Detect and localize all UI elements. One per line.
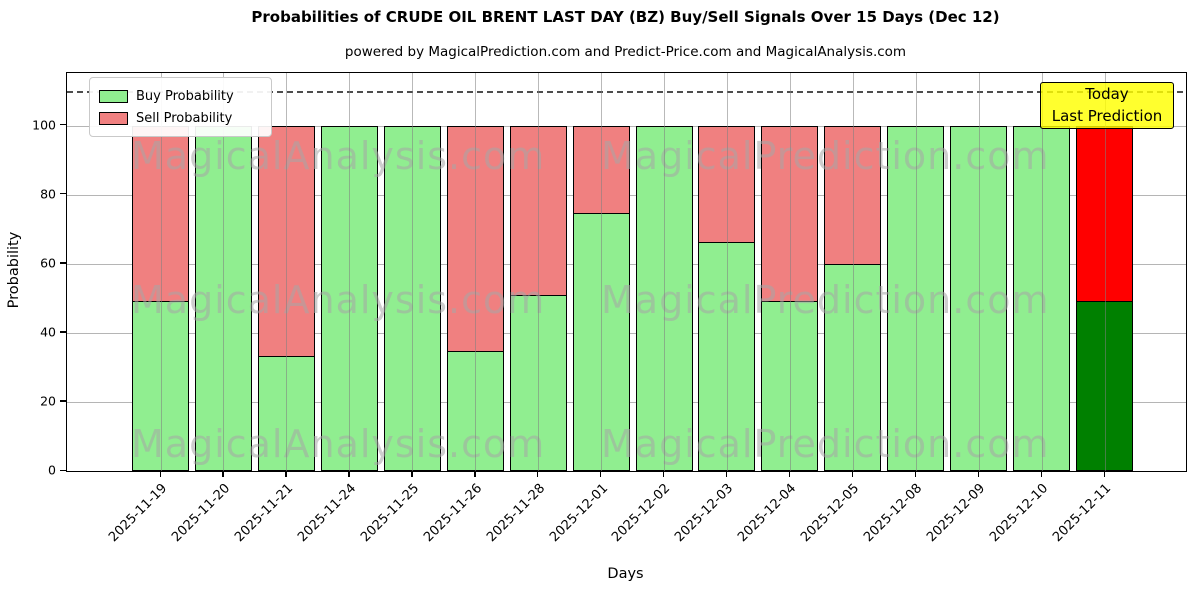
today-annotation-line2: Last Prediction	[1051, 106, 1163, 125]
legend-item-sell: Sell Probability	[99, 107, 261, 129]
legend-item-buy: Buy Probability	[99, 85, 261, 107]
x-tick-label: 2025-12-02	[609, 481, 674, 546]
watermark-analysis: MagicalAnalysis.com	[131, 134, 546, 178]
dashed-guide-line	[67, 90, 1186, 93]
v-gridline	[789, 73, 791, 471]
x-tick-mark	[600, 471, 602, 477]
today-annotation-line1: Today	[1085, 84, 1129, 103]
chart-subtitle: powered by MagicalPrediction.com and Pre…	[344, 44, 907, 60]
v-gridline	[160, 73, 162, 471]
y-tick-label: 100	[32, 117, 56, 132]
v-gridline	[223, 73, 225, 471]
legend-label: Sell Probability	[136, 110, 233, 126]
x-tick-label: 2025-11-21	[231, 481, 297, 546]
v-gridline	[1041, 73, 1043, 471]
y-tick-mark	[60, 400, 66, 402]
watermark-prediction: MagicalPrediction.com	[601, 278, 1050, 322]
v-gridline	[852, 73, 854, 471]
x-tick-mark	[474, 471, 476, 477]
x-tick-label: 2025-12-11	[1050, 481, 1115, 546]
watermark-analysis: MagicalAnalysis.com	[131, 422, 546, 466]
v-gridline	[475, 73, 477, 471]
v-gridline	[726, 73, 728, 471]
x-tick-mark	[285, 471, 287, 477]
x-tick-mark	[537, 471, 539, 477]
y-tick-mark	[60, 331, 66, 333]
x-tick-label: 2025-11-19	[106, 481, 171, 546]
sell-swatch-icon	[99, 111, 128, 125]
v-gridline	[601, 73, 603, 471]
x-axis-title: Days	[607, 566, 644, 582]
x-tick-label: 2025-12-10	[987, 481, 1052, 546]
x-tick-mark	[348, 471, 350, 477]
v-gridline	[412, 73, 414, 471]
chart-title: Probabilities of CRUDE OIL BRENT LAST DA…	[251, 8, 1000, 26]
legend: Buy Probability Sell Probability	[89, 77, 272, 137]
x-tick-mark	[1103, 471, 1105, 477]
y-tick-label: 0	[48, 462, 56, 478]
x-tick-mark	[159, 471, 161, 477]
y-tick-mark	[60, 124, 66, 126]
x-tick-mark	[914, 471, 917, 477]
y-tick-label: 20	[40, 393, 56, 409]
watermark-analysis: MagicalAnalysis.com	[131, 278, 546, 322]
x-tick-label: 2025-12-05	[798, 481, 863, 546]
x-tick-mark	[851, 471, 854, 477]
y-axis-title: Probability	[6, 231, 22, 309]
x-tick-label: 2025-12-01	[546, 481, 611, 546]
x-tick-label: 2025-11-24	[294, 481, 359, 546]
x-tick-mark	[1040, 471, 1042, 477]
x-tick-label: 2025-11-26	[420, 481, 485, 546]
v-gridline	[538, 73, 540, 471]
y-tick-mark	[60, 469, 66, 471]
buy-swatch-icon	[99, 89, 128, 103]
x-tick-label: 2025-11-25	[357, 481, 422, 546]
v-gridline	[664, 73, 665, 471]
y-tick-label: 60	[40, 255, 56, 271]
v-gridline	[1104, 73, 1106, 471]
x-tick-label: 2025-11-28	[483, 481, 548, 546]
v-gridline	[349, 73, 351, 471]
y-tick-label: 40	[40, 324, 56, 340]
legend-label: Buy Probability	[136, 88, 234, 104]
x-tick-mark	[222, 471, 224, 477]
plot-area: MagicalAnalysis.com MagicalPrediction.com…	[66, 72, 1187, 472]
x-tick-mark	[977, 471, 979, 477]
x-tick-label: 2025-12-09	[924, 481, 989, 546]
y-tick-mark	[60, 262, 66, 264]
x-tick-mark	[663, 471, 665, 477]
x-tick-mark	[411, 471, 413, 477]
watermark-prediction: MagicalPrediction.com	[601, 422, 1050, 466]
v-gridline	[978, 73, 980, 471]
y-tick-label: 80	[40, 186, 56, 202]
v-gridline	[915, 73, 917, 471]
today-annotation: Today Last Prediction	[1040, 82, 1174, 129]
x-tick-mark	[725, 471, 728, 477]
x-tick-mark	[788, 471, 791, 477]
x-tick-label: 2025-11-20	[169, 481, 234, 546]
watermark-prediction: MagicalPrediction.com	[601, 134, 1050, 178]
v-gridline	[286, 73, 288, 471]
x-tick-label: 2025-12-03	[672, 481, 737, 546]
y-tick-mark	[60, 193, 66, 195]
x-tick-label: 2025-12-08	[861, 481, 926, 546]
x-tick-label: 2025-12-04	[735, 481, 800, 546]
